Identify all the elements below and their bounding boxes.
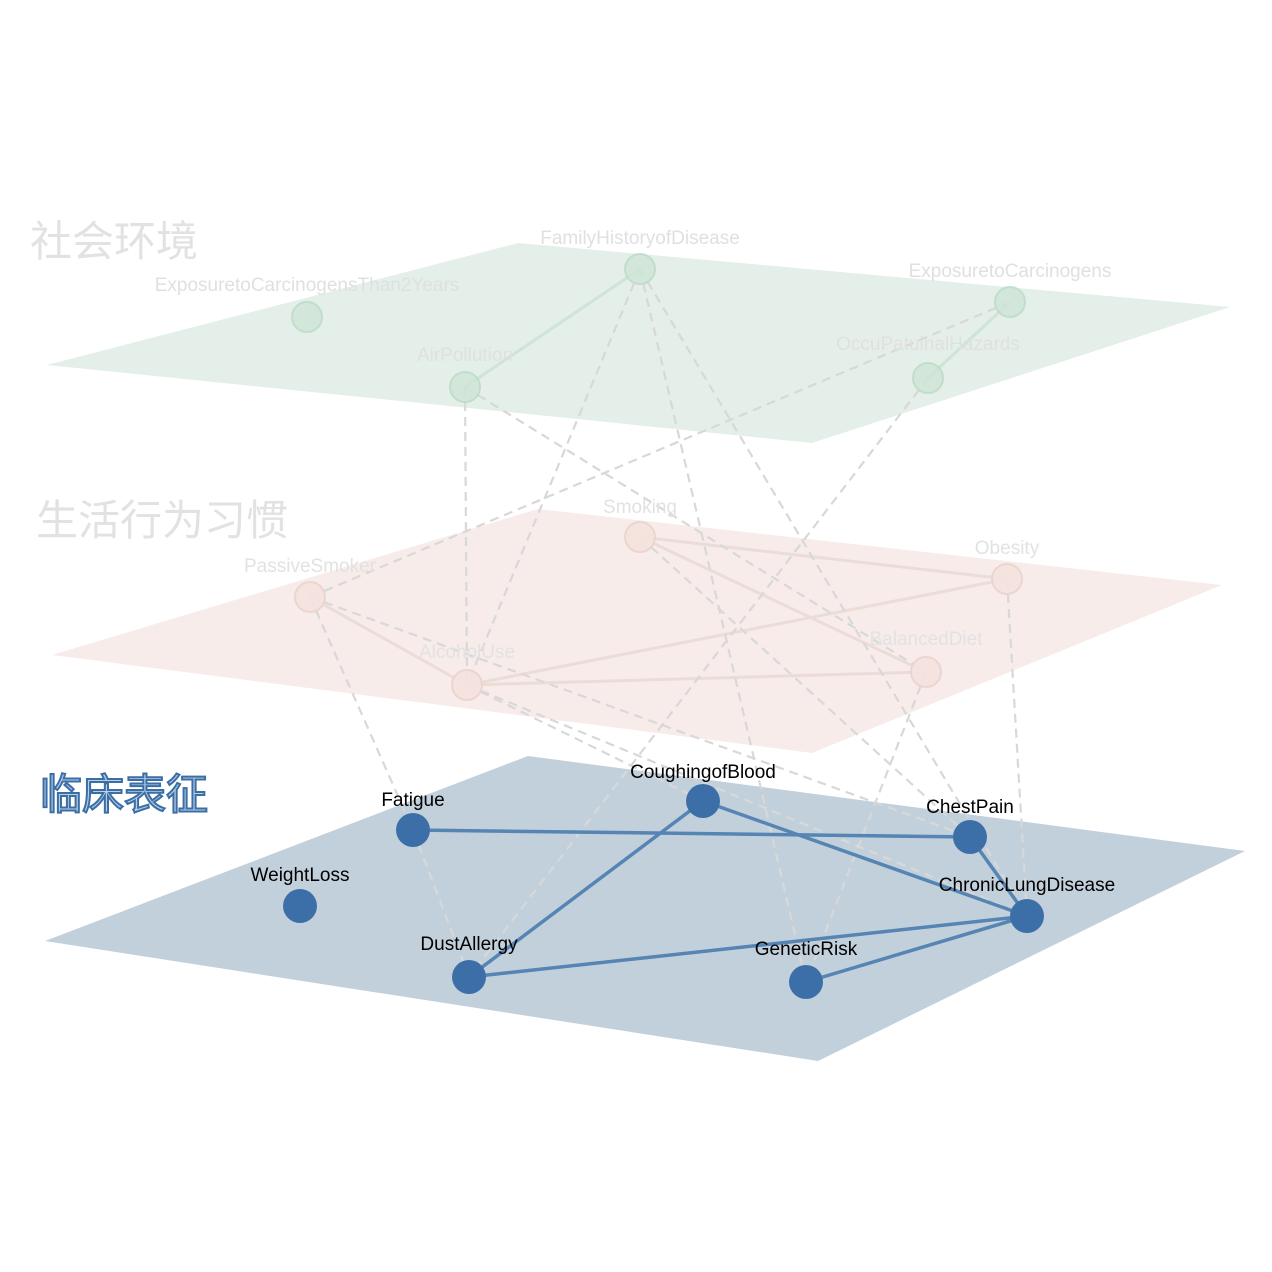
node-weight-loss	[283, 889, 317, 923]
label-weight-loss: WeightLoss	[251, 865, 350, 886]
node-fatigue	[396, 813, 430, 847]
label-exposure-2years: ExposuretoCarcinogensThan2Years	[155, 275, 460, 296]
label-alcohol-use: AlcoholUse	[419, 642, 515, 663]
edge-passivesmoker-fatigue	[308, 596, 415, 831]
node-occupational	[912, 362, 944, 394]
edge-familyhistory-alcohol	[465, 268, 642, 686]
node-obesity	[991, 563, 1023, 595]
edge-exposure-passivesmoker	[309, 300, 1011, 599]
node-family-history	[624, 253, 656, 285]
label-chest-pain: ChestPain	[926, 797, 1014, 818]
node-genetic-risk	[789, 965, 823, 999]
edge-passivesmoker-chestpain	[309, 595, 971, 839]
clinical-layer-title: 临床表征	[40, 770, 208, 819]
cross-layer-edges	[308, 268, 1029, 983]
node-passive-smoker	[294, 581, 326, 613]
behavior-labels: Smoking Obesity PassiveSmoker AlcoholUse…	[244, 497, 1040, 663]
node-balanced-diet	[910, 656, 942, 688]
label-balanced-diet: BalancedDiet	[869, 629, 983, 650]
edge-coughing-chroniclung	[702, 799, 1028, 918]
edge-coughing-dustallergy	[467, 799, 705, 979]
social-labels: FamilyHistoryofDisease ExposuretoCarcino…	[155, 228, 1112, 366]
label-dust-allergy: DustAllergy	[420, 934, 518, 955]
edge-alcohol-chroniclung	[466, 683, 1028, 918]
social-layer-title: 社会环境	[30, 217, 198, 266]
label-passive-smoker: PassiveSmoker	[244, 556, 377, 577]
edge-smoking-obesity	[639, 535, 1008, 581]
edge-dustallergy-chroniclung	[468, 914, 1028, 979]
label-exposure: ExposuretoCarcinogens	[909, 261, 1112, 282]
edge-airpollution-alcohol	[463, 386, 469, 686]
node-chest-pain	[953, 820, 987, 854]
label-obesity: Obesity	[975, 538, 1040, 559]
clinical-labels: CoughingofBlood Fatigue ChestPain Weight…	[251, 762, 1116, 960]
node-exposure	[994, 286, 1026, 318]
label-air-pollution: AirPollution	[417, 345, 513, 366]
label-occupational: OccuPatuinalHazards	[836, 334, 1020, 355]
node-coughing-blood	[686, 784, 720, 818]
edge-airpollution-familyhistory	[464, 267, 641, 389]
node-dust-allergy	[452, 960, 486, 994]
edge-occupational-exposure	[926, 300, 1012, 380]
clinical-nodes	[283, 784, 1044, 999]
behavior-layer-title: 生活行为习惯	[36, 496, 288, 545]
node-air-pollution	[449, 371, 481, 403]
edge-balanceddiet-geneticrisk	[804, 671, 928, 983]
node-smoking	[624, 521, 656, 553]
clinical-plane	[45, 756, 1245, 1061]
edge-familyhistory-chroniclung	[639, 268, 1028, 917]
node-chronic-lung	[1010, 899, 1044, 933]
edge-obesity-chroniclung	[1005, 578, 1029, 917]
label-smoking: Smoking	[603, 497, 677, 518]
social-nodes	[291, 253, 1026, 403]
social-edges	[464, 267, 1012, 389]
label-chronic-lung: ChronicLungDisease	[939, 875, 1115, 896]
edge-fatigue-chestpain	[412, 828, 971, 839]
node-exposure-2years	[291, 301, 323, 333]
edge-airpollution-balanceddiet	[464, 386, 927, 673]
label-fatigue: Fatigue	[381, 790, 444, 811]
label-genetic-risk: GeneticRisk	[755, 939, 858, 960]
edge-alcohol-obesity	[466, 577, 1008, 687]
edge-geneticrisk-chroniclung	[805, 914, 1028, 984]
social-plane	[47, 243, 1230, 443]
edge-familyhistory-geneticrisk	[638, 268, 808, 983]
label-coughing-blood: CoughingofBlood	[630, 762, 776, 783]
edge-occupational-dustallergy	[468, 377, 929, 978]
edge-passive-alcohol	[309, 595, 468, 687]
edge-smoking-balanceddiet	[639, 535, 927, 674]
behavior-nodes	[294, 521, 1023, 701]
label-family-history: FamilyHistoryofDisease	[540, 228, 740, 249]
edge-fatigue-dustallergy	[411, 829, 471, 978]
node-alcohol-use	[451, 669, 483, 701]
